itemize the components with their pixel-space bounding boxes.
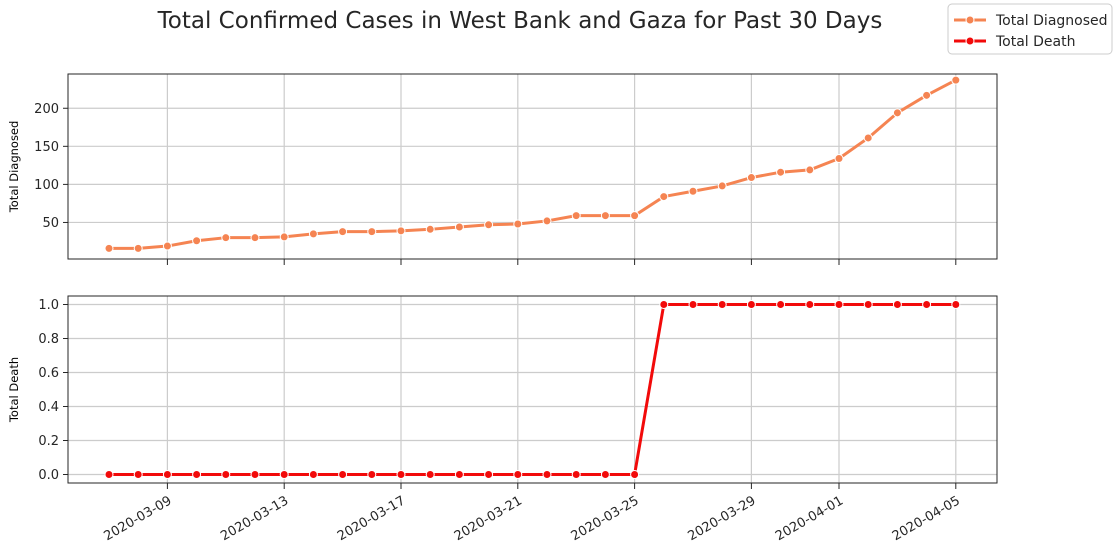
data-point [454, 470, 464, 479]
data-point [133, 470, 143, 479]
data-point [396, 226, 406, 236]
plot-frame [67, 295, 998, 484]
chart-title: Total Confirmed Cases in West Bank and G… [157, 8, 883, 34]
data-point [630, 211, 640, 221]
data-point [367, 470, 377, 479]
y-tick-label: 0.2 [38, 434, 59, 449]
data-point [104, 470, 114, 479]
data-point [834, 154, 844, 164]
data-point [571, 470, 581, 479]
data-point [221, 233, 231, 243]
data-point [396, 470, 406, 479]
data-point [484, 470, 494, 479]
data-point [805, 300, 815, 309]
data-point [951, 75, 961, 85]
data-point [542, 470, 552, 479]
data-point [454, 222, 464, 232]
data-point [922, 90, 932, 100]
data-point [279, 232, 289, 242]
data-point [600, 470, 610, 479]
y-tick-label: 50 [42, 216, 59, 231]
y-tick-label: 150 [34, 140, 59, 155]
legend-swatch-marker [965, 36, 975, 46]
data-point [425, 224, 435, 234]
data-point [659, 300, 669, 309]
y-axis-title: Total Death [7, 357, 21, 423]
data-point [834, 300, 844, 309]
data-point [367, 227, 377, 237]
legend-label: Total Diagnosed [995, 13, 1108, 29]
series-line [107, 303, 958, 476]
data-point [776, 300, 786, 309]
data-point [892, 108, 902, 118]
x-tick-label: 2020-03-13 [218, 493, 291, 544]
x-tick-label: 2020-03-25 [569, 493, 642, 544]
data-point [600, 211, 610, 221]
x-tick-label: 2020-03-21 [452, 493, 525, 544]
data-point [688, 300, 698, 309]
data-point [192, 236, 202, 246]
y-tick-label: 0.6 [38, 366, 59, 381]
x-tick-label: 2020-04-05 [890, 493, 963, 544]
y-tick-label: 0.8 [38, 332, 59, 347]
y-axis-title: Total Diagnosed [7, 121, 21, 214]
data-point [513, 219, 523, 229]
y-tick-label: 0.4 [38, 400, 59, 415]
data-point [221, 470, 231, 479]
data-point [922, 300, 932, 309]
data-point [338, 470, 348, 479]
data-point [717, 300, 727, 309]
data-point [892, 300, 902, 309]
data-point [192, 470, 202, 479]
data-point [279, 470, 289, 479]
data-point [746, 173, 756, 183]
data-point [776, 167, 786, 177]
data-point [338, 227, 348, 237]
panel-1: 50 100 150 200 Total Diagnosed [7, 73, 998, 265]
data-point [162, 470, 172, 479]
data-point [513, 470, 523, 479]
x-tick-label: 2020-03-17 [335, 493, 408, 544]
plot-frame [67, 73, 998, 260]
data-point [630, 470, 640, 479]
data-point [863, 300, 873, 309]
panel-2: 0.0 0.2 0.4 0.6 0.8 1.0 Total Death [7, 295, 998, 489]
data-point [746, 300, 756, 309]
data-point [717, 181, 727, 191]
data-point [104, 243, 114, 253]
data-point [951, 300, 961, 309]
data-point [688, 186, 698, 196]
series-line [107, 78, 958, 250]
data-point [484, 220, 494, 230]
data-point [133, 243, 143, 253]
data-point [308, 229, 318, 239]
x-tick-label: 2020-03-09 [101, 493, 174, 544]
data-point [425, 470, 435, 479]
data-point [308, 470, 318, 479]
x-tick-label: 2020-03-29 [685, 493, 758, 544]
y-tick-label: 100 [34, 178, 59, 193]
y-tick-label: 1.0 [38, 298, 59, 313]
legend: Total Diagnosed Total Death [947, 3, 1113, 55]
x-tick-label: 2020-04-01 [773, 493, 846, 544]
y-tick-label: 0.0 [38, 468, 59, 483]
data-point [571, 211, 581, 221]
y-tick-label: 200 [34, 102, 59, 117]
data-point [542, 216, 552, 226]
data-point [805, 165, 815, 175]
data-point [250, 233, 260, 243]
legend-label: Total Death [995, 34, 1075, 50]
legend-swatch-marker [965, 15, 975, 25]
legend-box [947, 3, 1113, 55]
data-point [250, 470, 260, 479]
data-point [659, 192, 669, 202]
data-point [863, 133, 873, 143]
data-point [162, 241, 172, 251]
